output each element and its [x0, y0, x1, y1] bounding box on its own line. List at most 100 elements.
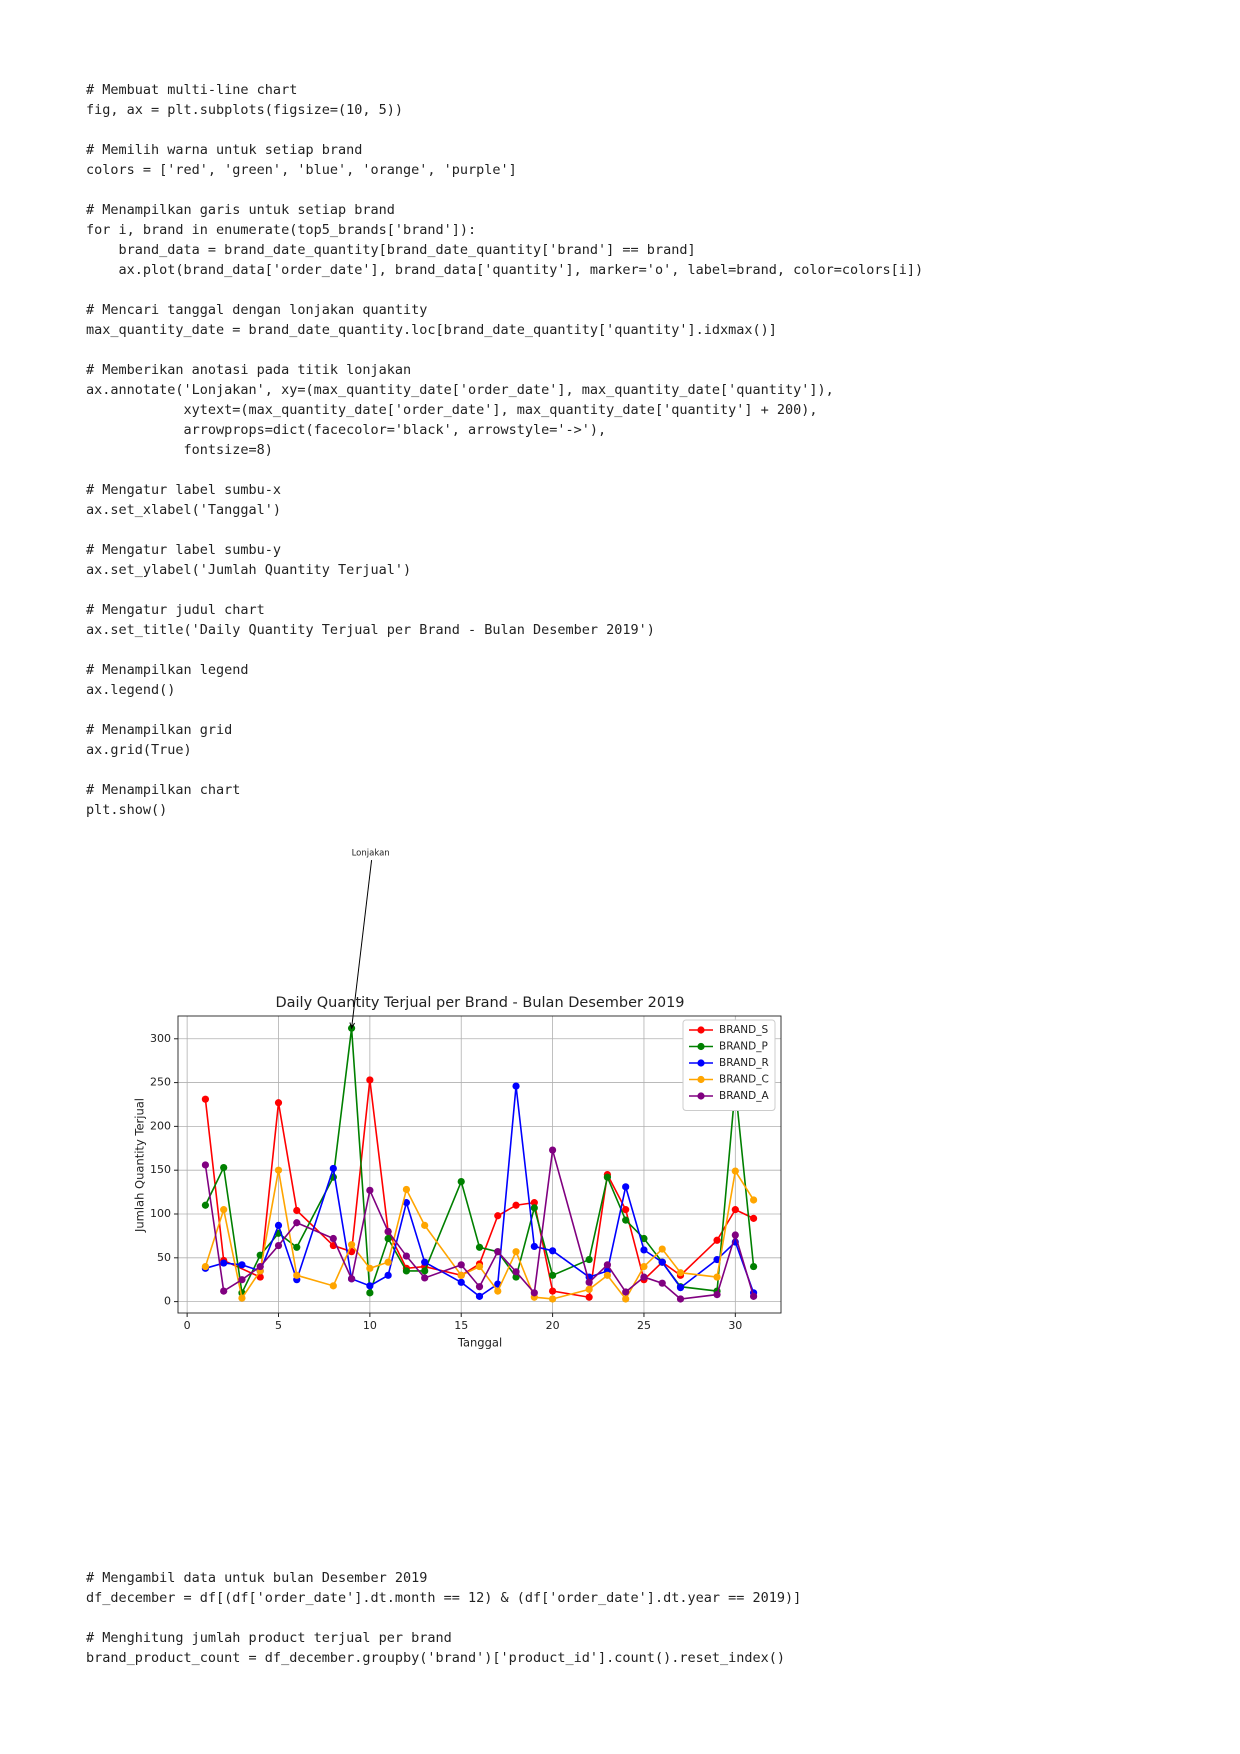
x-axis-label: Tanggal	[457, 1336, 502, 1350]
data-point	[293, 1271, 301, 1279]
data-point	[475, 1243, 484, 1251]
code-line: ax.grid(True)	[86, 742, 192, 758]
data-point	[749, 1292, 758, 1300]
data-point	[274, 1221, 283, 1229]
data-point	[201, 1161, 210, 1169]
data-point	[366, 1282, 374, 1290]
data-point	[749, 1262, 758, 1271]
data-point	[731, 1167, 739, 1175]
code-cell: # Membuat multi-line chart fig, ax = plt.…	[86, 80, 923, 840]
data-point	[274, 1166, 283, 1174]
data-point	[622, 1216, 630, 1224]
y-tick-label: 50	[157, 1251, 171, 1264]
code-block: # Mencari tanggal dengan lonjakan quanti…	[86, 300, 923, 340]
code-block: # Mengatur judul chart ax.set_title('Dail…	[86, 600, 923, 640]
data-point	[713, 1236, 721, 1244]
code-block: # Membuat multi-line chart fig, ax = plt.…	[86, 80, 923, 120]
code-line: # Menampilkan chart	[86, 782, 241, 798]
code-line: # Membuat multi-line chart	[86, 82, 298, 98]
code-line: ax.legend()	[86, 682, 176, 698]
data-point	[366, 1264, 374, 1272]
code-line: plt.show()	[86, 802, 168, 818]
legend-marker	[697, 1075, 705, 1084]
y-tick-label: 100	[150, 1207, 171, 1220]
code-block: # Mengatur label sumbu-x ax.set_xlabel('T…	[86, 480, 923, 520]
legend-marker	[697, 1092, 705, 1100]
data-point	[384, 1227, 392, 1236]
data-point	[585, 1285, 593, 1293]
chart-title: Daily Quantity Terjual per Brand - Bulan…	[275, 995, 684, 1011]
code-block: # Memberikan anotasi pada titik lonjakan…	[86, 360, 923, 460]
legend-marker	[697, 1059, 705, 1067]
data-point	[366, 1186, 374, 1194]
data-point	[622, 1295, 630, 1303]
x-tick-label: 25	[637, 1319, 651, 1332]
y-tick-label: 300	[150, 1032, 171, 1045]
data-point	[457, 1278, 465, 1286]
arrow-head	[349, 1022, 355, 1030]
code-block: # Menghitung jumlah product terjual per …	[86, 1628, 801, 1668]
data-point	[622, 1183, 630, 1191]
data-point	[238, 1261, 246, 1269]
code-line: # Menampilkan garis untuk setiap brand	[86, 202, 395, 218]
legend-marker	[697, 1026, 705, 1034]
data-point	[603, 1271, 612, 1279]
legend-label: BRAND_A	[719, 1090, 769, 1102]
code-line: max_quantity_date = brand_date_quantity.…	[86, 322, 777, 338]
code-line: xytext=(max_quantity_date['order_date'],…	[86, 402, 818, 418]
data-point	[421, 1258, 429, 1266]
code-line: # Menampilkan legend	[86, 662, 249, 678]
y-tick-label: 150	[150, 1163, 171, 1176]
data-point	[475, 1292, 484, 1300]
code-line: for i, brand in enumerate(top5_brands['b…	[86, 222, 477, 238]
code-line: # Menghitung jumlah product terjual per …	[86, 1630, 452, 1646]
data-point	[512, 1201, 520, 1209]
code-line: ax.set_ylabel('Jumlah Quantity Terjual')	[86, 562, 412, 578]
data-point	[201, 1095, 210, 1103]
data-point	[512, 1248, 520, 1256]
x-tick-label: 10	[363, 1319, 377, 1332]
legend-label: BRAND_S	[719, 1024, 768, 1036]
code-line: arrowprops=dict(facecolor='black', arrow…	[86, 422, 607, 438]
y-tick-label: 0	[164, 1295, 171, 1308]
data-point	[201, 1262, 210, 1271]
code-line: # Memberikan anotasi pada titik lonjakan	[86, 362, 412, 378]
code-line: # Mencari tanggal dengan lonjakan quanti…	[86, 302, 428, 318]
data-point	[384, 1258, 392, 1266]
annotation-arrow	[351, 859, 373, 1029]
x-tick-label: 20	[546, 1319, 560, 1332]
code-line: # Mengatur judul chart	[86, 602, 265, 618]
data-point	[293, 1243, 301, 1251]
annotation-text: Lonjakan	[352, 849, 390, 859]
data-point	[238, 1276, 246, 1284]
data-point	[293, 1206, 301, 1215]
data-point	[475, 1262, 484, 1271]
code-line: brand_data = brand_date_quantity[brand_d…	[86, 242, 696, 258]
code-block: # Mengambil data untuk bulan Desember 20…	[86, 1568, 801, 1608]
x-tick-label: 0	[184, 1319, 191, 1332]
code-block: # Menampilkan chart plt.show()	[86, 780, 923, 820]
data-point	[548, 1287, 557, 1295]
legend-label: BRAND_C	[719, 1074, 769, 1086]
data-point	[603, 1261, 612, 1269]
data-point	[457, 1177, 465, 1186]
code-line: # Mengatur label sumbu-y	[86, 542, 282, 558]
data-point	[640, 1246, 648, 1254]
data-point	[494, 1248, 502, 1256]
data-point	[421, 1221, 429, 1229]
data-point	[640, 1273, 648, 1281]
legend-label: BRAND_P	[719, 1041, 768, 1053]
data-point	[457, 1271, 465, 1279]
code-line: ax.set_title('Daily Quantity Terjual per…	[86, 622, 655, 638]
data-point	[749, 1214, 758, 1222]
x-tick-label: 15	[454, 1319, 468, 1332]
data-point	[548, 1295, 557, 1303]
data-point	[329, 1282, 337, 1290]
y-tick-label: 250	[150, 1076, 171, 1089]
data-point	[494, 1212, 502, 1220]
code-line: colors = ['red', 'green', 'blue', 'orang…	[86, 162, 517, 178]
data-point	[494, 1287, 502, 1295]
data-point	[329, 1164, 337, 1173]
data-point	[293, 1219, 301, 1227]
data-point	[640, 1234, 648, 1243]
